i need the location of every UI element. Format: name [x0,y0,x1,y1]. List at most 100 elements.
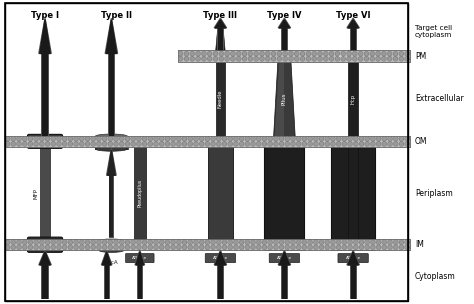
Polygon shape [105,18,118,54]
Ellipse shape [245,136,250,141]
Ellipse shape [346,51,351,56]
Ellipse shape [308,141,312,146]
Ellipse shape [176,136,181,141]
Ellipse shape [336,136,341,141]
Ellipse shape [393,245,398,250]
Ellipse shape [262,141,267,146]
Ellipse shape [225,56,229,61]
Ellipse shape [142,245,147,250]
Ellipse shape [405,141,410,146]
Ellipse shape [359,240,364,245]
Polygon shape [215,20,226,28]
Ellipse shape [388,240,392,245]
Ellipse shape [210,141,216,146]
Ellipse shape [251,141,255,146]
Ellipse shape [277,56,282,61]
Ellipse shape [365,245,370,250]
Ellipse shape [254,56,258,61]
Ellipse shape [370,51,374,56]
Ellipse shape [405,56,410,61]
Ellipse shape [399,51,404,56]
Text: Secretin: Secretin [100,137,123,142]
Ellipse shape [371,240,375,245]
Ellipse shape [211,242,229,247]
Ellipse shape [359,240,364,245]
Ellipse shape [39,240,44,245]
Ellipse shape [300,51,305,56]
Bar [134,147,146,239]
Ellipse shape [137,245,141,250]
Bar [5,239,410,250]
Ellipse shape [125,136,130,141]
Ellipse shape [119,136,124,141]
Ellipse shape [91,245,96,250]
Ellipse shape [28,136,33,141]
Ellipse shape [365,240,370,245]
Ellipse shape [336,136,341,141]
Ellipse shape [114,240,118,245]
Ellipse shape [114,245,118,250]
Ellipse shape [405,136,410,141]
Ellipse shape [364,56,369,61]
Bar [5,239,410,250]
Ellipse shape [45,141,50,146]
Ellipse shape [262,240,267,245]
Ellipse shape [242,56,247,61]
Ellipse shape [393,56,398,61]
Polygon shape [102,252,111,265]
Ellipse shape [365,245,370,250]
Ellipse shape [296,141,301,146]
Ellipse shape [393,51,398,56]
Ellipse shape [125,240,130,245]
Ellipse shape [154,245,158,250]
Text: SecA: SecA [105,260,118,265]
Ellipse shape [131,240,136,245]
Ellipse shape [279,141,284,146]
Ellipse shape [68,240,73,245]
Ellipse shape [294,56,299,61]
Ellipse shape [137,240,141,245]
Ellipse shape [230,51,235,56]
Ellipse shape [51,240,55,245]
Ellipse shape [313,141,318,146]
Ellipse shape [79,141,84,146]
Ellipse shape [382,245,387,250]
Ellipse shape [176,240,181,245]
Bar [109,175,114,238]
Ellipse shape [176,240,181,245]
Ellipse shape [205,141,210,146]
Bar [104,265,109,299]
Ellipse shape [182,240,187,245]
Ellipse shape [97,245,101,250]
Ellipse shape [201,56,206,61]
Ellipse shape [22,240,27,245]
Bar [95,136,128,149]
Ellipse shape [148,245,153,250]
Text: Type IV: Type IV [267,11,301,20]
Ellipse shape [51,136,55,141]
Ellipse shape [388,136,392,141]
Ellipse shape [99,249,124,252]
Ellipse shape [302,136,307,141]
Ellipse shape [97,136,101,141]
Ellipse shape [79,136,84,141]
Ellipse shape [239,136,244,141]
Bar [216,50,225,147]
Ellipse shape [171,240,175,245]
Ellipse shape [256,245,261,250]
Ellipse shape [359,141,364,146]
Ellipse shape [353,245,358,250]
Ellipse shape [108,245,113,250]
Ellipse shape [237,56,241,61]
Ellipse shape [318,51,322,56]
Ellipse shape [256,240,261,245]
Bar [41,54,48,136]
Ellipse shape [102,240,107,245]
Ellipse shape [108,141,113,146]
Ellipse shape [17,141,21,146]
Ellipse shape [5,141,10,146]
Ellipse shape [302,245,307,250]
Ellipse shape [97,141,101,146]
Ellipse shape [190,51,195,56]
Bar [350,265,357,299]
